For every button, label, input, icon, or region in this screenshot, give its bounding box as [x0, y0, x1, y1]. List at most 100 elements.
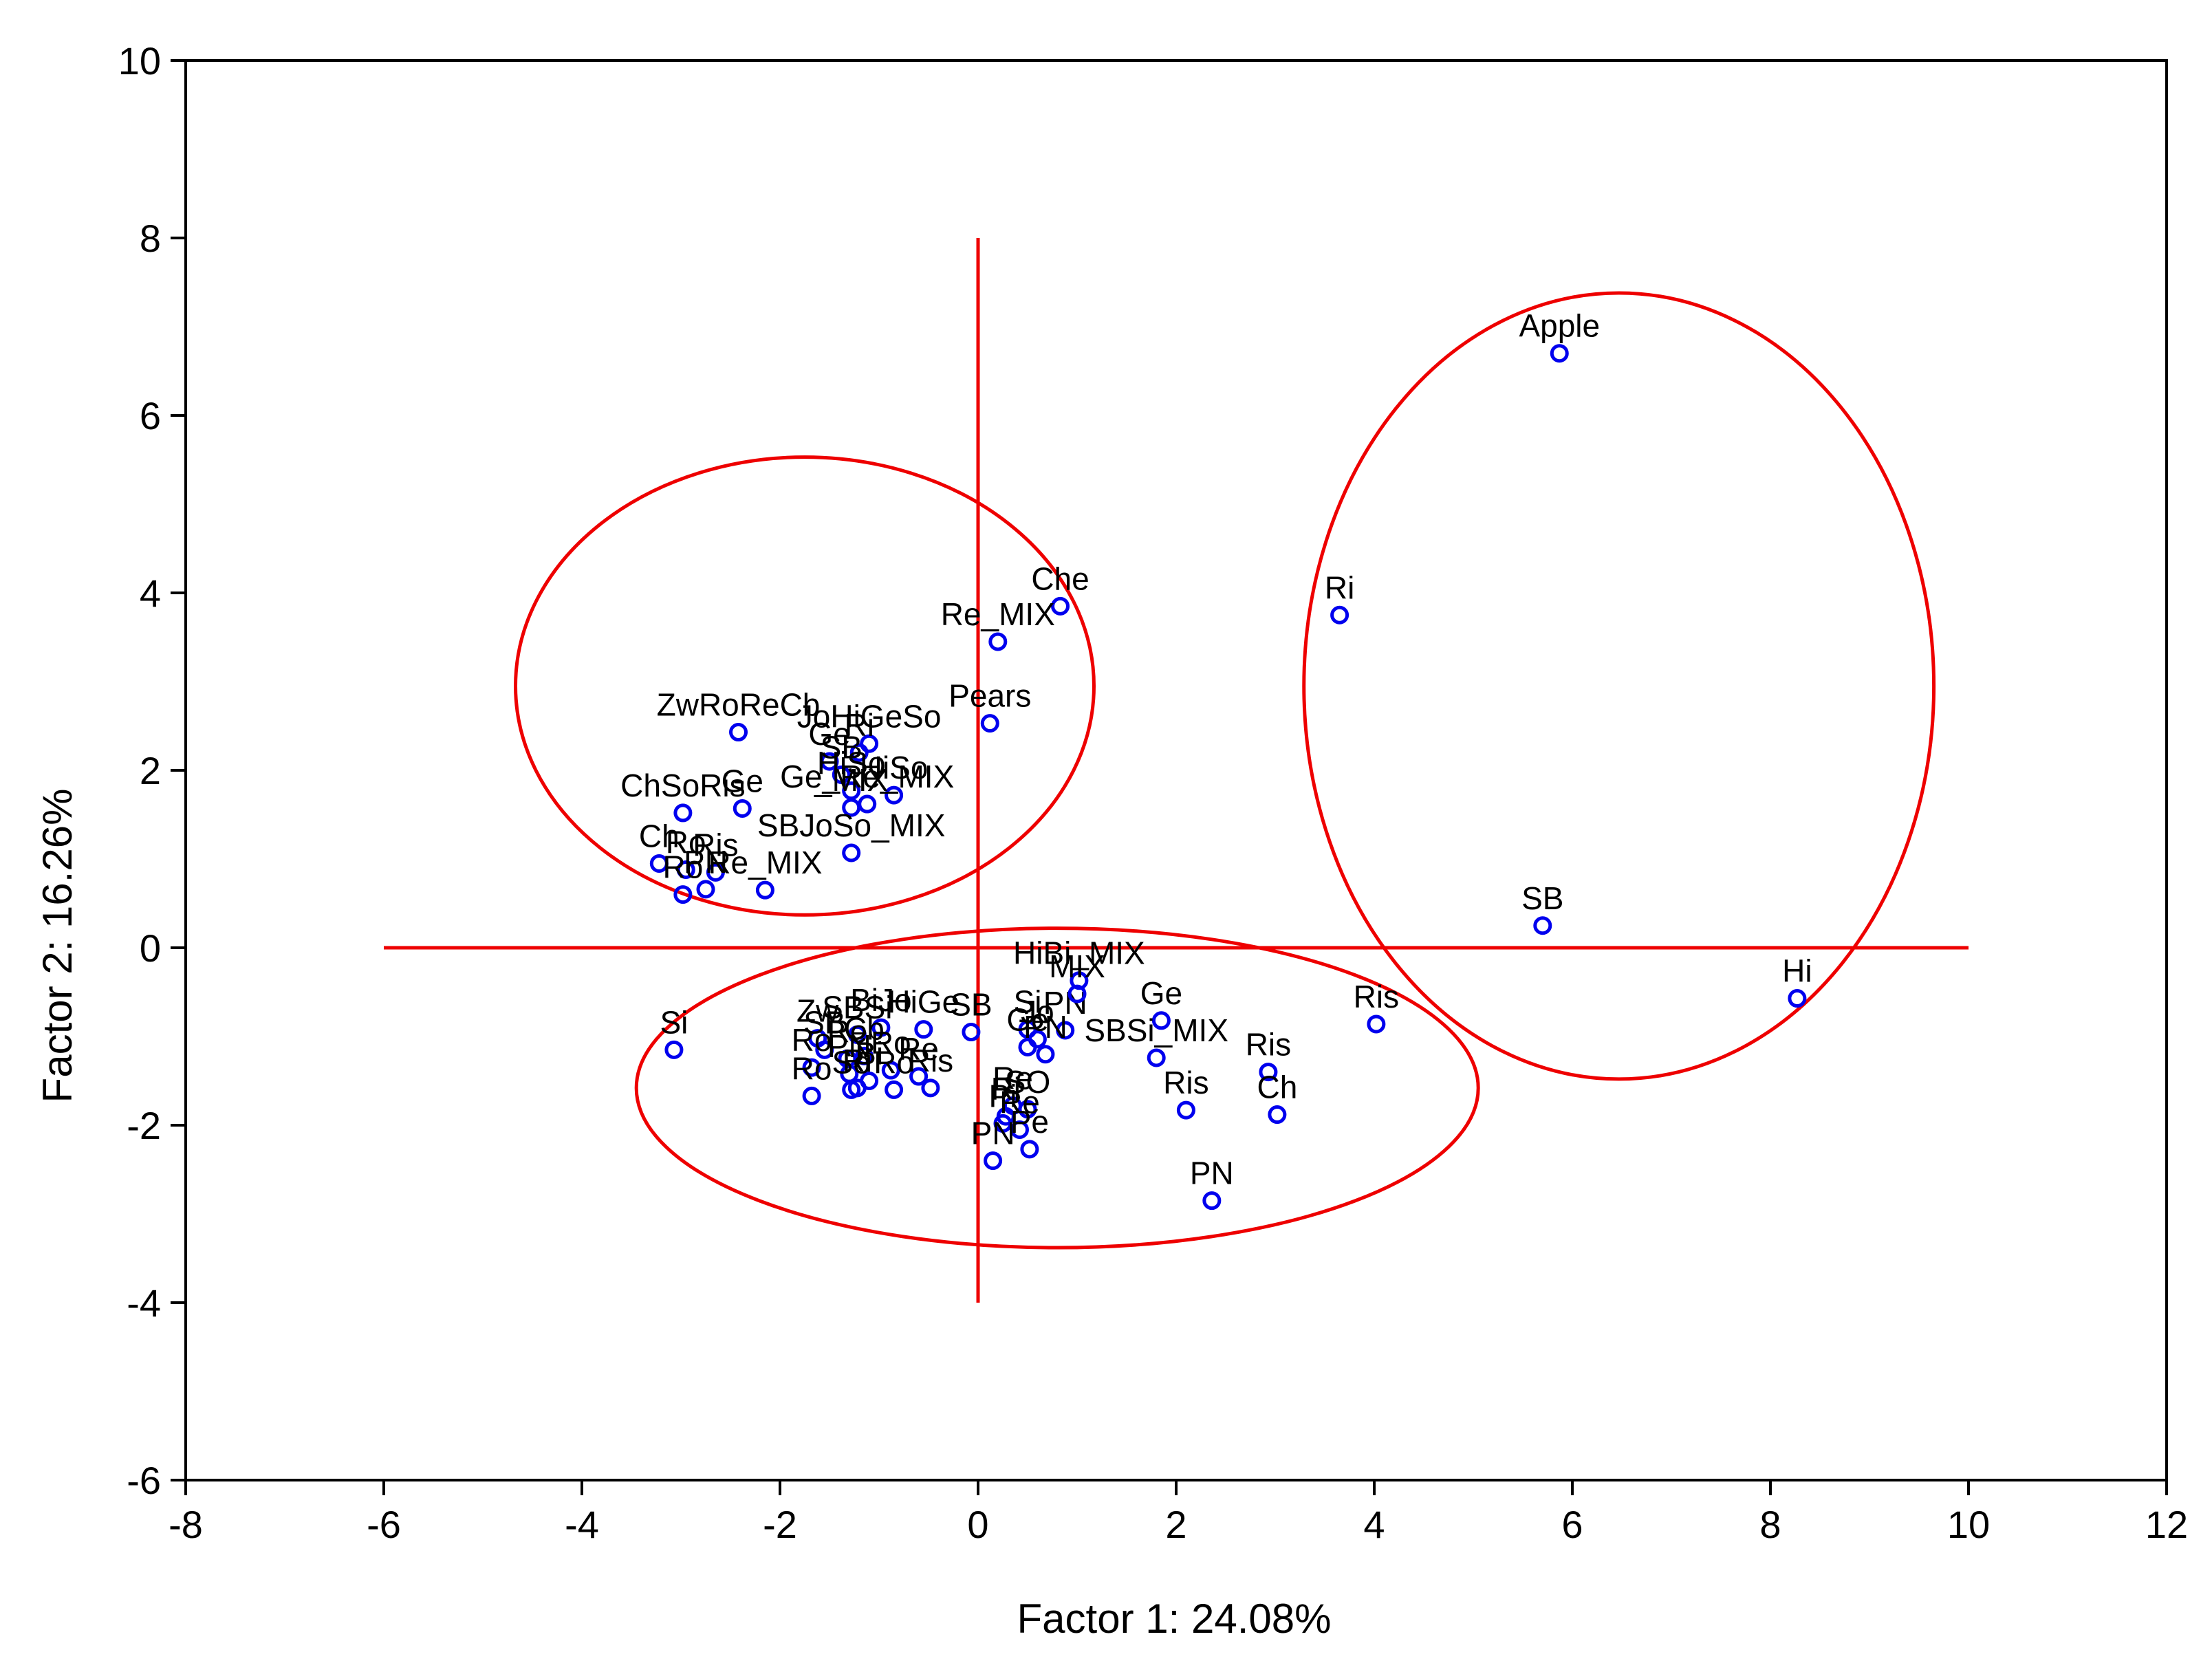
point-label: PN — [1023, 1009, 1067, 1045]
overlay-layer — [384, 238, 1969, 1303]
point-label: JoHiGeSo — [797, 698, 942, 734]
cluster-ellipse — [514, 455, 1096, 917]
point-label: Pe — [1010, 1104, 1049, 1140]
point-label: PN — [1043, 985, 1087, 1021]
point-label: Cb — [844, 1010, 885, 1046]
point-label: Ro — [666, 824, 706, 860]
data-point — [664, 1040, 684, 1059]
point-label: Re_MIX — [708, 845, 822, 880]
data-point — [993, 1114, 1012, 1133]
point-label: Si — [660, 1004, 688, 1040]
point-label: Ro — [792, 1050, 832, 1086]
data-point — [1018, 1100, 1037, 1119]
point-label: SO — [1005, 1064, 1050, 1100]
data-point — [1151, 1011, 1171, 1030]
point-label: SB — [1521, 880, 1563, 916]
data-point — [832, 765, 851, 784]
point-label: MIX — [1049, 948, 1105, 984]
data-point — [849, 743, 869, 762]
point-label: Re — [898, 1031, 939, 1067]
data-point — [984, 1151, 1003, 1171]
data-point — [885, 785, 904, 805]
x-tick-label: 6 — [1561, 1503, 1583, 1546]
point-label: Re_MIX — [941, 596, 1055, 632]
data-point — [802, 1086, 821, 1105]
x-tick-label: 8 — [1759, 1503, 1781, 1546]
point-label: Ro — [871, 1025, 911, 1061]
data-point — [802, 1058, 821, 1077]
y-tick-label: 8 — [140, 217, 161, 260]
point-label: Ge — [1006, 1001, 1048, 1037]
point-label: Ge — [722, 763, 763, 799]
point-label: Ge — [1140, 975, 1182, 1011]
point-label: Bi — [855, 1036, 883, 1072]
point-label: Zw — [796, 993, 839, 1029]
data-point — [842, 781, 861, 801]
x-tick-label: -8 — [169, 1503, 203, 1546]
data-point — [871, 1018, 891, 1037]
point-label: HiGe — [887, 984, 959, 1020]
data-point — [921, 1078, 940, 1098]
data-point — [1268, 1105, 1287, 1125]
point-label: Ris — [1246, 1027, 1291, 1063]
data-point — [1176, 1100, 1195, 1120]
data-point — [909, 1067, 929, 1086]
data-point — [962, 1023, 981, 1042]
data-point — [1010, 1120, 1029, 1139]
point-label: PN — [971, 1116, 1015, 1151]
point-label: Ro — [792, 1022, 832, 1058]
data-point — [696, 880, 715, 899]
point-label: Ri — [1325, 569, 1354, 605]
data-point — [729, 723, 748, 742]
point-label: Ch — [639, 818, 680, 854]
y-tick-label: -4 — [127, 1281, 161, 1325]
data-point — [914, 1020, 933, 1039]
x-tick-label: 12 — [2145, 1503, 2188, 1546]
cluster-ellipse — [634, 926, 1480, 1250]
point-label: Si — [1014, 984, 1042, 1020]
y-tick-label: -2 — [127, 1104, 161, 1147]
point-label: PN — [1190, 1155, 1234, 1191]
point-label: HiBi_MIX — [1013, 935, 1145, 971]
x-tick-label: 4 — [1363, 1503, 1385, 1546]
data-point — [1202, 1191, 1222, 1211]
point-label: Ri — [843, 1043, 872, 1078]
cluster-ellipse — [1302, 291, 1936, 1081]
data-point — [1036, 1045, 1055, 1064]
x-axis-title: Factor 1: 24.08% — [1017, 1596, 1332, 1642]
point-label: Jo — [1021, 994, 1054, 1030]
data-point — [1788, 989, 1807, 1008]
point-label: ZwRoReCb — [657, 687, 821, 723]
point-label: SB — [950, 987, 992, 1023]
x-tick-label: 2 — [1165, 1503, 1186, 1546]
data-point — [1259, 1063, 1278, 1082]
data-point — [673, 885, 693, 904]
point-label: Pi — [989, 1078, 1017, 1114]
data-point — [1020, 1140, 1039, 1159]
point-label: BiJo — [850, 982, 911, 1018]
point-label: Re — [827, 1013, 868, 1049]
data-point — [820, 752, 839, 771]
point-label: Ri — [844, 707, 874, 743]
data-point — [988, 632, 1008, 651]
data-point — [815, 1040, 834, 1059]
point-label: PN — [827, 1028, 871, 1064]
point-label: Ris — [693, 827, 738, 862]
point-label: Ris — [908, 1043, 953, 1078]
point-label: Ris — [1354, 979, 1399, 1014]
y-tick-label: 10 — [118, 39, 161, 83]
point-label: PN — [684, 844, 728, 880]
point-label: SBJoSo_MIX — [757, 807, 946, 843]
point-label: Ro — [874, 1044, 914, 1080]
data-point — [854, 1046, 874, 1065]
point-label: ChSoRis — [620, 768, 746, 803]
point-label: Che — [1031, 561, 1089, 596]
y-tick-label: 0 — [140, 926, 161, 970]
data-point — [885, 1080, 904, 1099]
data-point — [1550, 344, 1569, 363]
data-point — [842, 1080, 861, 1099]
point-label: Ge — [808, 716, 850, 752]
point-label: Apple — [1519, 308, 1600, 344]
